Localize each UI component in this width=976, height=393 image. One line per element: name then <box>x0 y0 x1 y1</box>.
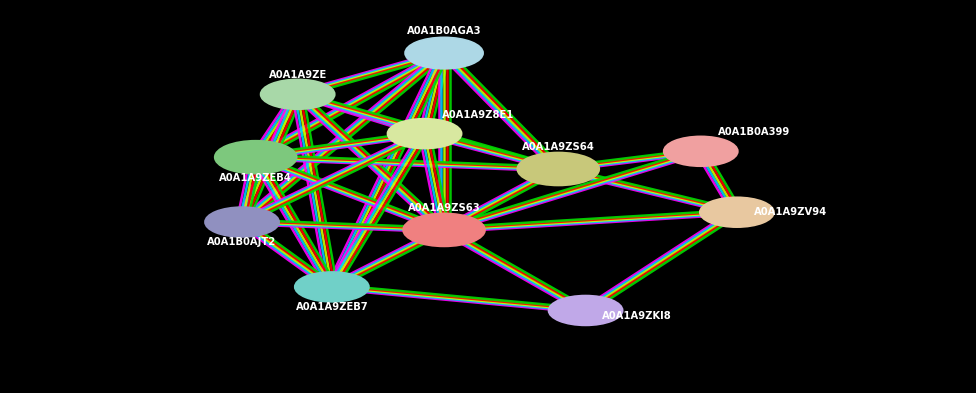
Circle shape <box>215 141 297 174</box>
Text: A0A1A9ZEB4: A0A1A9ZEB4 <box>220 173 292 183</box>
Text: A0A1B0AGA3: A0A1B0AGA3 <box>407 26 481 37</box>
Text: A0A1A9ZKI8: A0A1A9ZKI8 <box>601 311 671 321</box>
Circle shape <box>517 152 599 185</box>
Circle shape <box>403 213 485 246</box>
Circle shape <box>549 296 623 325</box>
Circle shape <box>205 207 279 237</box>
Text: A0A1A9ZV94: A0A1A9ZV94 <box>753 207 828 217</box>
Text: A0A1B0A399: A0A1B0A399 <box>718 127 791 138</box>
Circle shape <box>405 37 483 69</box>
Text: A0A1A9ZE: A0A1A9ZE <box>268 70 327 80</box>
Text: A0A1B0AJT2: A0A1B0AJT2 <box>208 237 276 248</box>
Circle shape <box>700 197 774 227</box>
Circle shape <box>261 79 335 109</box>
Circle shape <box>295 272 369 302</box>
Text: A0A1A9ZEB7: A0A1A9ZEB7 <box>296 302 368 312</box>
Text: A0A1A9ZS64: A0A1A9ZS64 <box>522 142 594 152</box>
Text: A0A1A9Z8E1: A0A1A9Z8E1 <box>442 110 514 120</box>
Text: A0A1A9ZS63: A0A1A9ZS63 <box>408 203 480 213</box>
Circle shape <box>664 136 738 166</box>
Circle shape <box>387 119 462 149</box>
